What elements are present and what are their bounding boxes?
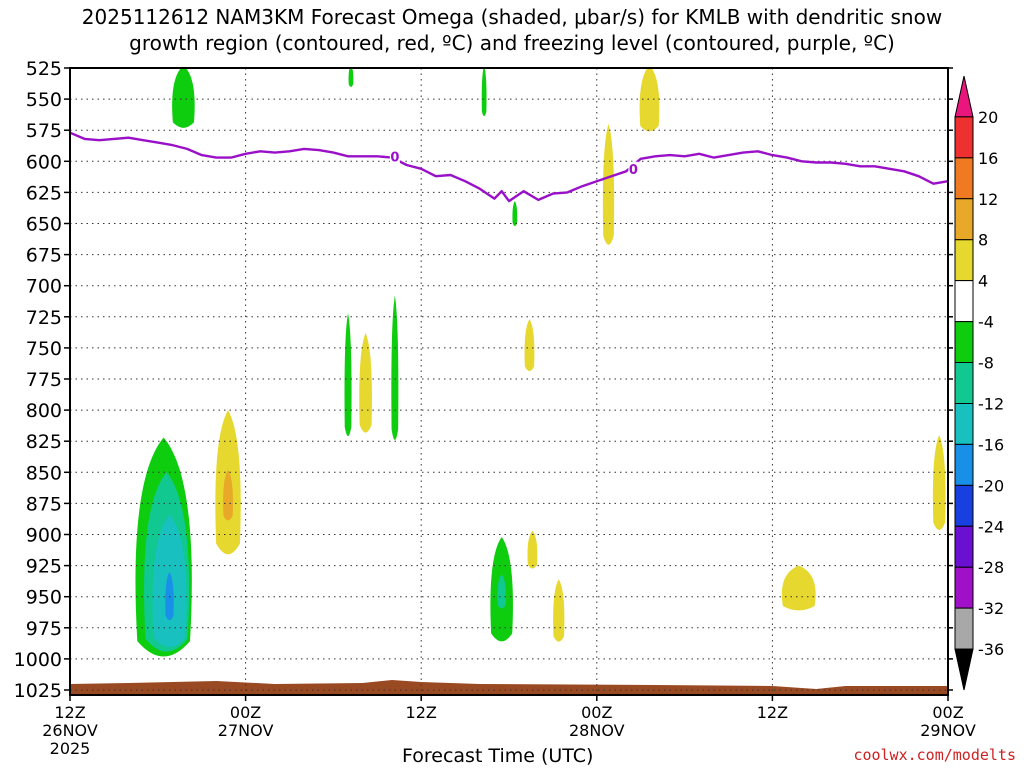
colorbar-label-3: 8 xyxy=(978,231,988,250)
omega-region-15 xyxy=(165,571,174,621)
colorbar-bin-1 xyxy=(954,116,974,159)
colorbar-label-1: 16 xyxy=(978,149,998,168)
freezing-label-bg-1 xyxy=(628,161,639,176)
y-tick-label-950: 950 xyxy=(26,587,62,609)
y-tick-label-700: 700 xyxy=(26,276,62,298)
omega-region-19 xyxy=(553,579,565,642)
x-tick-label-24-1: 12Z xyxy=(406,703,437,722)
omega-region-7 xyxy=(359,332,372,433)
omega-region-4 xyxy=(602,123,615,245)
terrain-layer xyxy=(70,680,948,695)
freezing-level-label-0: 0 xyxy=(390,150,399,165)
omega-region-8 xyxy=(391,295,399,440)
freezing-level-label-1: 0 xyxy=(629,163,638,178)
y-tick-label-575: 575 xyxy=(26,120,62,142)
omega-region-5 xyxy=(512,201,518,226)
y-tick-label-800: 800 xyxy=(26,400,62,422)
omega-region-21 xyxy=(932,434,946,531)
omega-region-20 xyxy=(781,565,816,611)
chart-title-line2: growth region (contoured, red, ºC) and f… xyxy=(129,31,895,55)
colorbar-label-2: 12 xyxy=(978,190,998,209)
y-axis-ticks: 525 550 575 600 625 650 675 700 725 750 775 800 825 8… xyxy=(14,58,953,702)
omega-region-6 xyxy=(344,313,352,437)
colorbar-bin-2 xyxy=(954,157,974,200)
colorbar-bin-11 xyxy=(954,525,974,568)
y-tick-label-675: 675 xyxy=(26,245,62,267)
freezing-level-line xyxy=(69,131,949,203)
x-tick-label-12-2: 27NOV xyxy=(218,721,274,740)
colorbar-label-4: 4 xyxy=(978,272,988,291)
y-tick-label-650: 650 xyxy=(26,214,62,236)
x-tick-label-0-1: 12Z xyxy=(54,703,85,722)
x-tick-label-12-1: 00Z xyxy=(230,703,261,722)
omega-region-11 xyxy=(223,469,233,521)
colorbar-label-5: -4 xyxy=(978,313,994,332)
colorbar-bin-3 xyxy=(954,198,974,241)
omega-region-0 xyxy=(172,68,195,128)
x-tick-label-36-1: 00Z xyxy=(581,703,612,722)
x-tick-label-60-2: 29NOV xyxy=(920,721,976,740)
y-tick-label-900: 900 xyxy=(26,525,62,547)
y-tick-label-775: 775 xyxy=(26,369,62,391)
colorbar-bin-9 xyxy=(954,443,974,486)
x-tick-label-36-2: 28NOV xyxy=(569,721,625,740)
grid-lines xyxy=(70,68,948,695)
x-tick-label-0-3: 2025 xyxy=(50,739,91,758)
y-tick-label-600: 600 xyxy=(26,151,62,173)
colorbar-bin-6 xyxy=(954,321,974,364)
y-tick-label-725: 725 xyxy=(26,307,62,329)
colorbar-bin-7 xyxy=(954,362,974,404)
colorbar-label-12: -32 xyxy=(978,599,1004,618)
omega-region-2 xyxy=(481,68,487,117)
y-tick-label-550: 550 xyxy=(26,89,62,111)
colorbar-bin-14 xyxy=(954,648,974,691)
omega-region-18 xyxy=(527,530,538,569)
freezing-level-layer: 00 xyxy=(69,131,949,203)
colorbar-label-8: -16 xyxy=(978,435,1004,454)
y-tick-label-750: 750 xyxy=(26,338,62,360)
colorbar-bin-5 xyxy=(954,280,974,323)
credit-text: coolwx.com/modelts xyxy=(853,746,1016,764)
omega-region-3 xyxy=(639,68,660,132)
colorbar-label-9: -20 xyxy=(978,476,1004,495)
chart-title: 2025112612 NAM3KM Forecast Omega (shaded… xyxy=(0,4,1024,56)
x-tick-label-60-1: 00Z xyxy=(932,703,963,722)
colorbar-label-0: 20 xyxy=(978,108,998,127)
y-tick-label-850: 850 xyxy=(26,462,62,484)
colorbar-label-7: -12 xyxy=(978,394,1004,413)
terrain-fill xyxy=(70,680,948,695)
colorbar-bin-13 xyxy=(954,607,974,650)
omega-region-9 xyxy=(524,319,535,372)
x-tick-label-48-1: 12Z xyxy=(757,703,788,722)
omega-region-1 xyxy=(348,68,354,87)
y-tick-label-1025: 1025 xyxy=(14,680,62,702)
y-tick-label-975: 975 xyxy=(26,618,62,640)
chart-title-line1: 2025112612 NAM3KM Forecast Omega (shaded… xyxy=(81,5,943,29)
colorbar-bin-8 xyxy=(954,402,974,445)
y-tick-label-525: 525 xyxy=(26,58,62,80)
y-tick-label-625: 625 xyxy=(26,182,62,204)
colorbar-label-11: -28 xyxy=(978,558,1004,577)
x-axis-label: Forecast Time (UTC) xyxy=(402,745,594,767)
plot-frame xyxy=(69,67,949,696)
y-tick-label-825: 825 xyxy=(26,431,62,453)
omega-shading xyxy=(135,68,946,657)
colorbar-bin-0 xyxy=(954,75,974,118)
y-tick-label-875: 875 xyxy=(26,493,62,515)
colorbar-label-13: -36 xyxy=(978,640,1004,659)
colorbar: 20 16 12 8 4 -4 -8 -12 -16 -20 -24 -28 -32 -36 xyxy=(954,75,1004,691)
colorbar-bin-4 xyxy=(954,239,974,282)
colorbar-bin-10 xyxy=(954,484,974,527)
colorbar-label-10: -24 xyxy=(978,517,1004,536)
colorbar-label-6: -8 xyxy=(978,354,994,373)
colorbar-bin-12 xyxy=(954,566,974,609)
freezing-label-bg-0 xyxy=(389,149,400,164)
y-tick-label-1000: 1000 xyxy=(14,649,62,671)
y-tick-label-925: 925 xyxy=(26,556,62,578)
x-tick-label-0-2: 26NOV xyxy=(42,721,98,740)
omega-region-17 xyxy=(497,574,506,609)
